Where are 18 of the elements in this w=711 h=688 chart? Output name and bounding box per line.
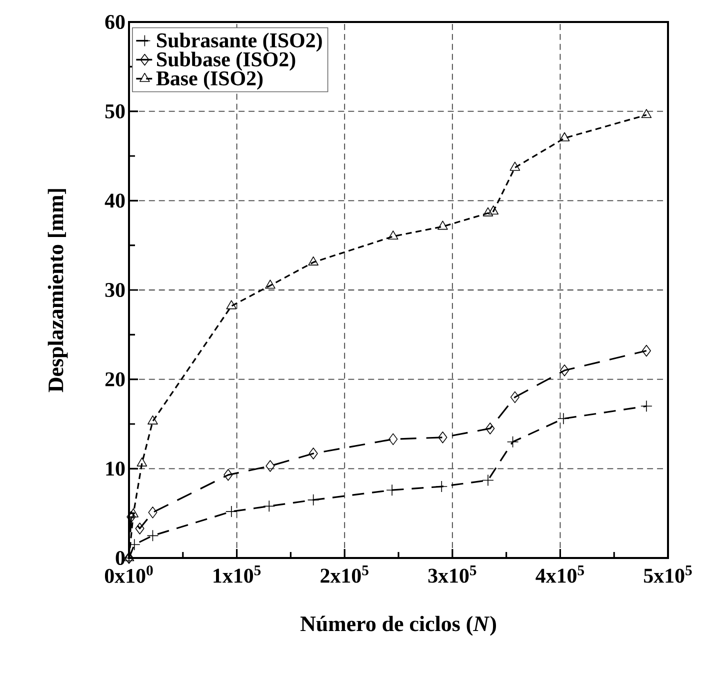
y-tick-label: 0 [116,550,125,566]
x-tick-label: 4x10$^{5}$ [536,566,584,583]
x-tick-label: 1x10$^{5}$ [214,566,261,583]
y-tick-label: 60 [105,14,125,30]
y-tick-label: 40 [104,194,125,208]
x-tick-label: 2x10$^{5}$ [320,566,368,583]
x-tick-label: 3x10$^{5}$ [428,566,476,583]
legend-label: Subbase (ISO2) [157,52,296,71]
x-tick-label: 5x10$^{5}$ [644,566,692,583]
x-tick-label: 0x10$^{0}$ [104,566,153,583]
legend-label: Subrasante (ISO2) [157,32,322,52]
y-tick-label: 10 [106,462,125,476]
y-tick-label: 30 [105,282,125,298]
x-axis-title: Número de ciclos (N) [300,616,496,636]
y-axis-title: Desplazamiento [mm] [48,189,68,392]
legend-label: Base (ISO2) [156,70,263,90]
y-tick-label: 50 [105,104,125,118]
y-tick-label: 20 [105,372,125,386]
